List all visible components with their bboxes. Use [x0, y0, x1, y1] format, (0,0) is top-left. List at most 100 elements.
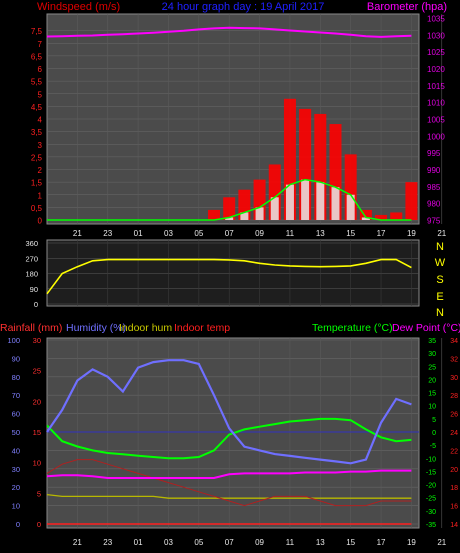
- temp-hum-x-ticks: 2123010305070911131517192123: [73, 538, 447, 547]
- wind-y-tick-label: 1: [38, 191, 43, 200]
- temp-hum-x-tick-label: 19: [407, 538, 416, 547]
- humidity-axis-title: Humidity (%): [66, 322, 126, 334]
- barometer-y-tick-label: 1030: [427, 31, 445, 40]
- wind-x-tick-label: 15: [346, 229, 355, 238]
- wind-y-ticks: 0 0,5 1 1,5 2 2,5 3 3,5 4 4,5 5 5,5 6 6,5 7 7,5: [31, 27, 43, 225]
- humidity-y-tick-label: 100: [7, 336, 20, 345]
- indoor-hum-legend: Indoor hum: [119, 322, 172, 334]
- temp-hum-x-tick-label: 15: [346, 538, 355, 547]
- gust-bar: [253, 179, 266, 220]
- direction-label: S: [436, 274, 443, 286]
- average-bar: [346, 194, 355, 220]
- temperature-y-tick-label: 25: [428, 364, 436, 371]
- barometer-line: [46, 26, 412, 38]
- temp-hum-x-tick-label: 01: [134, 538, 143, 547]
- dew-point-y-tick-label: 20: [450, 467, 458, 474]
- direction-y-tick-label: 270: [25, 254, 38, 263]
- direction-label: E: [436, 291, 443, 303]
- barometer-y-tick-label: 995: [427, 149, 441, 158]
- direction-label: W: [435, 257, 446, 269]
- rainfall-y-tick-label: 10: [33, 459, 41, 468]
- wind-y-tick-label: 2,5: [31, 153, 43, 162]
- temp-hum-x-tick-label: 09: [255, 538, 264, 547]
- dew-point-y-tick-label: 34: [450, 338, 458, 345]
- humidity-y-tick-label: 80: [12, 373, 20, 382]
- barometer-y-tick-label: 990: [427, 166, 441, 175]
- barometer-y-tick-label: 1035: [427, 15, 445, 24]
- temperature-y-tick-label: 0: [432, 430, 436, 437]
- temperature-y-tick-label: -20: [426, 483, 436, 490]
- temp-hum-x-tick-label: 21: [437, 538, 446, 547]
- indoor-temp-legend: Indoor temp: [174, 322, 230, 334]
- dew-point-y-tick-label: 14: [450, 522, 458, 529]
- wind-x-tick-label: 07: [225, 229, 234, 238]
- barometer-axis-title: Barometer (hpa): [367, 1, 447, 13]
- chart-title: 24 hour graph day : 19 April 2017: [162, 1, 325, 13]
- wind-x-tick-label: 21: [437, 229, 446, 238]
- humidity-y-tick-label: 20: [12, 483, 20, 492]
- gust-bar: [375, 214, 388, 220]
- wind-x-tick-label: 03: [164, 229, 173, 238]
- temperature-y-tick-label: 15: [428, 391, 436, 398]
- temperature-y-tick-label: -10: [426, 456, 436, 463]
- rainfall-y-tick-label: 30: [33, 336, 41, 345]
- dew-point-y-tick-label: 28: [450, 393, 458, 400]
- temp-hum-x-tick-label: 21: [73, 538, 82, 547]
- wind-bars: [208, 98, 418, 220]
- barometer-y-tick-label: 975: [427, 217, 441, 226]
- wind-y-tick-label: 7: [38, 40, 43, 49]
- temperature-y-tick-label: -35: [426, 522, 436, 529]
- humidity-y-tick-label: 30: [12, 465, 20, 474]
- humidity-line: [46, 359, 412, 465]
- wind-x-tick-label: 17: [377, 229, 386, 238]
- dew-point-y-tick-label: 24: [450, 430, 458, 437]
- temp-hum-x-tick-label: 11: [286, 538, 295, 547]
- direction-line: [46, 258, 412, 295]
- gust-bar: [390, 212, 403, 220]
- temperature-y-tick-label: 35: [428, 338, 436, 345]
- temperature-y-tick-label: 20: [428, 377, 436, 384]
- barometer-y-ticks: 975 980 985 990 995 1000 1005 1010 1015 1020 1025 1…: [427, 15, 445, 226]
- dew-point-line: [46, 469, 412, 479]
- humidity-y-tick-label: 40: [12, 446, 20, 455]
- temp-hum-x-tick-label: 17: [377, 538, 386, 547]
- rainfall-y-tick-label: 0: [37, 520, 41, 529]
- average-bar: [255, 207, 264, 220]
- rainfall-y-tick-label: 20: [33, 397, 41, 406]
- direction-lines: [46, 258, 412, 295]
- barometer-y-tick-label: 1025: [427, 48, 445, 57]
- gust-bar: [405, 182, 418, 220]
- wind-y-tick-label: 5,5: [31, 78, 43, 87]
- wind-x-tick-label: 05: [194, 229, 203, 238]
- direction-y-tick-label: 360: [25, 239, 38, 248]
- average-bar: [285, 184, 294, 220]
- barometer-y-tick-label: 1020: [427, 65, 445, 74]
- humidity-y-tick-label: 90: [12, 354, 20, 363]
- temperature-y-tick-label: -5: [430, 443, 436, 450]
- dew-point-axis-title: Dew Point (°C): [392, 322, 460, 334]
- direction-y-ticks: 0 90 180 270 360: [25, 239, 38, 309]
- barometer-y-tick-label: 1000: [427, 132, 445, 141]
- barometer-y-tick-label: 1005: [427, 116, 445, 125]
- average-bar: [225, 217, 234, 220]
- dew-point-y-tick-label: 22: [450, 448, 458, 455]
- dew-point-y-tick-label: 32: [450, 356, 458, 363]
- wind-y-tick-label: 0: [38, 217, 43, 226]
- wind-y-tick-label: 3,5: [31, 128, 43, 137]
- gust-bar: [359, 209, 372, 220]
- indoor-hum-line: [46, 493, 412, 499]
- temp-hum-y-ticks: 0102030405060708090100051015202530-35-30…: [7, 336, 458, 529]
- wind-x-tick-label: 01: [134, 229, 143, 238]
- wind-y-tick-label: 2: [38, 166, 43, 175]
- direction-y-tick-label: 180: [25, 270, 38, 279]
- temp-hum-x-tick-label: 03: [164, 538, 173, 547]
- humidity-y-tick-label: 50: [12, 428, 20, 437]
- wind-x-tick-label: 21: [73, 229, 82, 238]
- indoor-temp-line: [46, 459, 412, 507]
- temperature-y-tick-label: -25: [426, 496, 436, 503]
- rainfall-y-tick-label: 15: [33, 428, 41, 437]
- dew-point-y-tick-label: 18: [450, 485, 458, 492]
- dew-point-y-tick-label: 30: [450, 375, 458, 382]
- temp-hum-x-tick-label: 05: [194, 538, 203, 547]
- average-bar: [270, 197, 279, 220]
